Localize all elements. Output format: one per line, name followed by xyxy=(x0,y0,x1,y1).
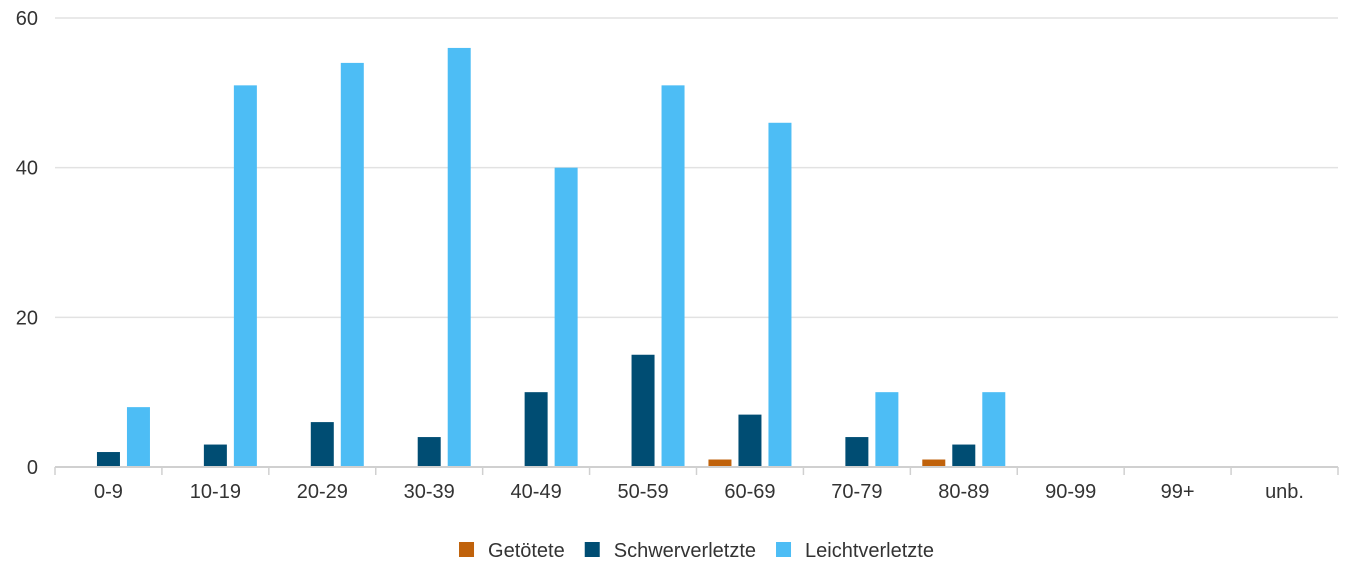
x-tick-label: 80-89 xyxy=(938,481,989,503)
x-tick-label: 50-59 xyxy=(617,481,668,503)
x-tick-label: 70-79 xyxy=(831,481,882,503)
bars xyxy=(96,47,1006,468)
bar-schwerverletzte-50-59 xyxy=(631,354,655,467)
x-tick-label: 60-69 xyxy=(724,481,775,503)
x-tick-label: 90-99 xyxy=(1045,481,1096,503)
bar-leichtverletzte-10-19 xyxy=(233,85,257,467)
bar-leichtverletzte-80-89 xyxy=(982,392,1006,467)
y-axis-ticks: 0 20 40 60 xyxy=(16,8,38,479)
y-tick-label: 20 xyxy=(16,307,38,329)
bar-schwerverletzte-0-9 xyxy=(96,452,120,467)
legend-label: Leichtverletzte xyxy=(805,540,934,562)
x-axis-ticks: 0-9 10-19 20-29 30-39 40-49 50-59 60-69 70-79 80… xyxy=(94,481,1304,503)
bar-schwerverletzte-10-19 xyxy=(203,444,227,467)
bar-leichtverletzte-30-39 xyxy=(447,47,471,467)
legend: Getötete Schwerverletzte Leichtverletzte xyxy=(459,540,934,562)
bar-leichtverletzte-0-9 xyxy=(126,407,150,467)
legend-swatch-getötete xyxy=(459,542,475,557)
bar-getötete-60-69 xyxy=(708,459,732,467)
legend-label: Getötete xyxy=(488,540,565,562)
legend-swatch-schwerverletzte xyxy=(584,542,600,557)
x-tick-label: 30-39 xyxy=(404,481,455,503)
bar-leichtverletzte-60-69 xyxy=(768,122,792,468)
bar-schwerverletzte-40-49 xyxy=(524,392,548,467)
x-tick-label: unb. xyxy=(1265,481,1304,503)
bar-schwerverletzte-80-89 xyxy=(952,444,976,467)
x-tick-label: 20-29 xyxy=(297,481,348,503)
bar-schwerverletzte-30-39 xyxy=(417,437,441,467)
bar-leichtverletzte-40-49 xyxy=(554,167,578,467)
bar-leichtverletzte-50-59 xyxy=(661,85,685,467)
bar-schwerverletzte-20-29 xyxy=(310,422,334,467)
gridlines xyxy=(55,17,1338,319)
bar-schwerverletzte-70-79 xyxy=(845,437,869,467)
y-tick-label: 60 xyxy=(16,8,38,30)
y-tick-label: 0 xyxy=(27,457,38,479)
x-tick-label: 99+ xyxy=(1161,481,1195,503)
legend-label: Schwerverletzte xyxy=(614,540,756,562)
x-tick-label: 10-19 xyxy=(190,481,241,503)
x-tick-label: 0-9 xyxy=(94,481,123,503)
x-axis xyxy=(54,466,1339,475)
y-tick-label: 40 xyxy=(16,158,38,180)
x-tick-label: 40-49 xyxy=(511,481,562,503)
legend-swatch-leichtverletzte xyxy=(776,542,792,557)
bar-leichtverletzte-70-79 xyxy=(875,392,899,467)
bar-schwerverletzte-60-69 xyxy=(738,414,762,467)
bar-leichtverletzte-20-29 xyxy=(340,62,364,468)
bar-getötete-80-89 xyxy=(922,459,946,467)
